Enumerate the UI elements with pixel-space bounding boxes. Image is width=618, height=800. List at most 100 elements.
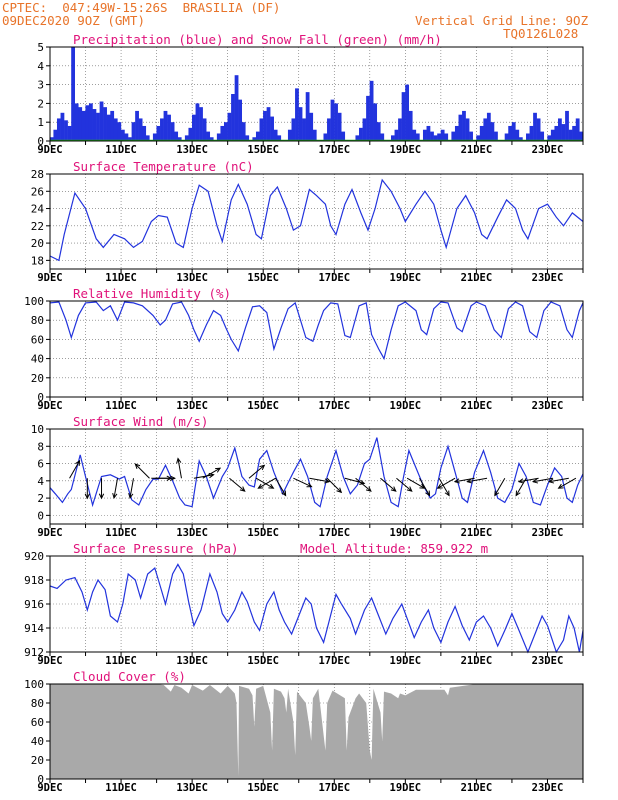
wind-arrowhead <box>239 486 246 492</box>
model-altitude-label: Model Altitude: 859.922 m <box>300 541 488 556</box>
wind-vector <box>309 477 330 483</box>
precipitation-y-tick-label: 1 <box>37 116 44 129</box>
cloud-cover-frame <box>49 683 584 780</box>
precip-bar <box>479 125 484 141</box>
precip-bar <box>334 103 338 141</box>
precip-bar <box>494 131 498 141</box>
wind-y-tick-label: 0 <box>37 509 44 522</box>
precip-bar <box>426 125 431 141</box>
precip-bar <box>220 125 225 141</box>
precip-bar <box>117 122 122 141</box>
temperature-x-tick-label: 15DEC <box>247 272 279 284</box>
wind-arrowhead <box>112 492 118 500</box>
wind-vector <box>396 477 413 492</box>
precip-bar <box>231 94 235 141</box>
precip-bar <box>49 137 54 141</box>
temperature-y-tick-label: 18 <box>31 254 44 267</box>
pressure-panel: 912 914 916 918 920 9DEC 11DEC 13DEC 15DEC 17DEC 1… <box>24 541 584 667</box>
cloud-cover-y-tick-label: 0 <box>37 773 44 786</box>
precip-bar <box>81 110 86 141</box>
grid-line-note: Vertical Grid Line: 9OZ <box>415 13 589 28</box>
pressure-y-tick-label: 914 <box>24 622 44 635</box>
wind-x-tick-label: 11DEC <box>105 527 137 539</box>
precip-bar <box>227 112 232 141</box>
wind-vector <box>129 478 134 499</box>
wind-arrowhead <box>531 478 539 484</box>
precip-bar <box>437 133 441 141</box>
pressure-y-tick-label: 920 <box>24 550 44 563</box>
wind-vector <box>518 477 539 483</box>
wind-arrowhead <box>257 483 264 489</box>
precip-bar <box>170 122 175 141</box>
wind-frame <box>49 428 584 525</box>
precipitation-x-tick-label: 21DEC <box>461 144 493 156</box>
cloud-cover-y-tick-label: 100 <box>24 678 44 691</box>
cloud-cover-title: Cloud Cover (%) <box>73 669 186 684</box>
precip-bar <box>216 133 221 141</box>
precip-bar <box>430 131 434 141</box>
temperature-y-tick-label: 22 <box>31 220 44 233</box>
wind-vector <box>134 463 150 479</box>
precip-bar <box>202 118 207 141</box>
precipitation-title: Precipitation (blue) and Snow Fall (gree… <box>73 32 442 47</box>
precip-bar <box>199 107 203 141</box>
precip-bar <box>440 129 445 141</box>
precipitation-x-tick-label: 15DEC <box>247 144 279 156</box>
wind-vector <box>467 477 488 483</box>
precip-bar <box>390 135 395 141</box>
humidity-x-tick-label: 13DEC <box>176 400 208 412</box>
cloud-cover-y-tick-label: 60 <box>31 716 44 729</box>
precip-bar <box>291 118 296 141</box>
precipitation-x-tick-label: 17DEC <box>318 144 350 156</box>
precip-bar <box>152 133 157 141</box>
wind-vector <box>437 477 456 489</box>
precip-bar <box>422 129 427 141</box>
precip-bar <box>476 135 481 141</box>
precip-bar <box>540 131 545 141</box>
precip-bar <box>465 118 470 141</box>
precip-bar <box>234 75 239 141</box>
run-date: 09DEC2020 9OZ (GMT) <box>2 13 145 28</box>
precip-bar <box>558 118 562 141</box>
precip-bar <box>192 114 196 141</box>
humidity-x-tick-label: 9DEC <box>37 400 62 412</box>
cloud-cover-x-tick-label: 9DEC <box>37 782 62 794</box>
precipitation-y-tick-label: 0 <box>37 135 44 148</box>
model-code: TQ0126L028 <box>503 26 579 41</box>
wind-vector <box>406 477 425 489</box>
precipitation-x-tick-label: 19DEC <box>390 144 422 156</box>
precip-bar <box>376 122 381 141</box>
wind-arrowhead <box>557 483 564 489</box>
precip-bar <box>547 135 552 141</box>
wind-vector <box>326 477 342 493</box>
humidity-y-tick-label: 80 <box>31 314 44 327</box>
cloud-cover-x-tick-label: 21DEC <box>461 782 493 794</box>
precip-bar <box>359 127 363 141</box>
temperature-line <box>49 178 584 262</box>
precip-bar <box>302 118 306 141</box>
precip-bar <box>323 133 328 141</box>
precip-bar <box>195 103 200 141</box>
precip-bar <box>206 131 211 141</box>
wind-vector <box>355 477 372 492</box>
precip-bar <box>74 103 79 141</box>
precipitation-x-tick-label: 23DEC <box>532 144 564 156</box>
wind-x-tick-label: 23DEC <box>532 527 564 539</box>
wind-vector <box>293 477 312 488</box>
precip-bar <box>60 112 65 141</box>
pressure-x-tick-label: 23DEC <box>532 655 564 667</box>
precip-bar <box>156 125 161 141</box>
temperature-x-tick-label: 13DEC <box>176 272 208 284</box>
wind-arrowhead <box>336 487 343 494</box>
precip-bar <box>518 137 523 141</box>
precip-bar <box>380 133 385 141</box>
pressure-title: Surface Pressure (hPa) <box>73 541 239 556</box>
precip-bar <box>337 112 342 141</box>
wind-arrowhead <box>419 483 426 489</box>
precip-bar <box>277 135 282 141</box>
precip-bar <box>408 110 413 141</box>
wind-vector <box>494 477 506 496</box>
precip-bar <box>160 118 164 141</box>
precip-bar <box>579 131 584 141</box>
precip-bar <box>128 137 132 141</box>
